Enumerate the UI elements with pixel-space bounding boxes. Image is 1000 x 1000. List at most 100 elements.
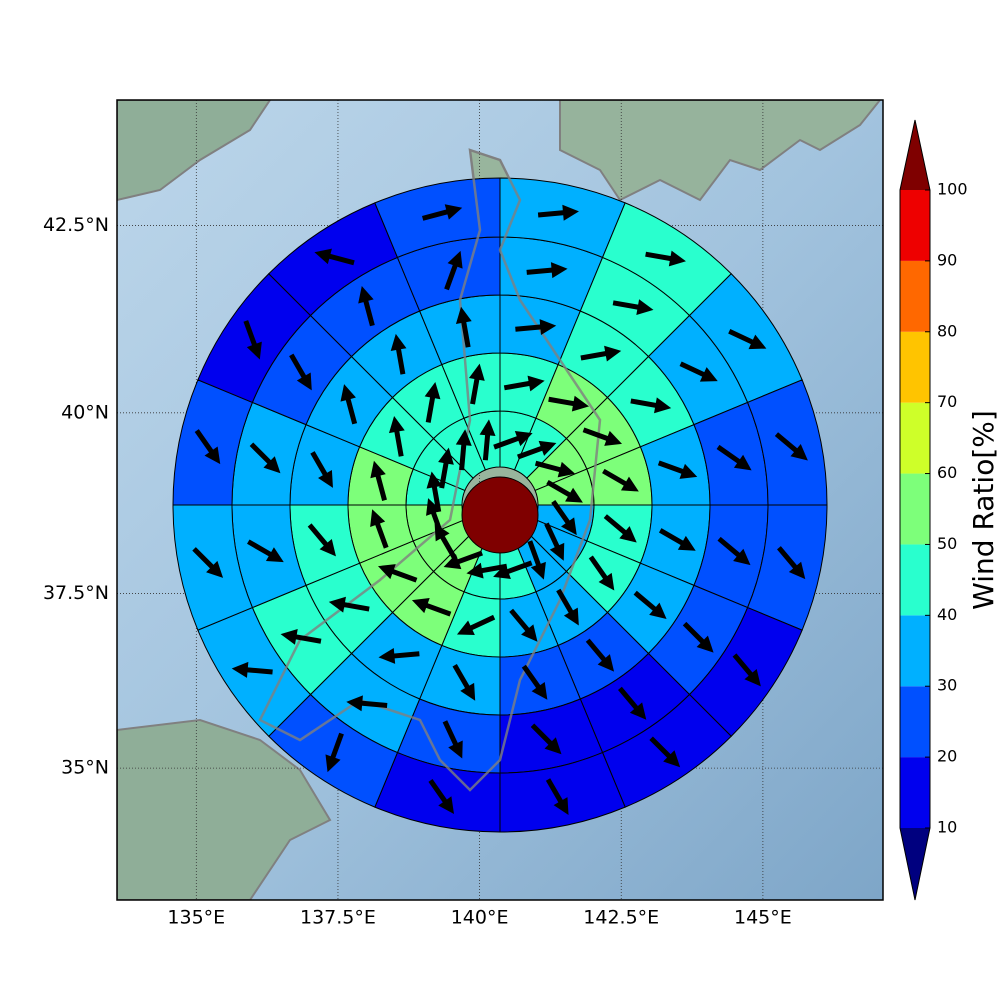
wind-arrow (618, 686, 647, 720)
wind-arrow (645, 250, 686, 267)
wind-arrow (774, 432, 808, 461)
colorbar-tick-label: 40 (937, 605, 957, 624)
wind-arrow (545, 778, 569, 815)
wind-arrow (247, 539, 284, 563)
x-tick-label: 140°E (451, 907, 509, 929)
wind-arrow (194, 429, 221, 465)
colorbar-segment (900, 544, 930, 616)
wind-arrow (307, 523, 336, 557)
wind-arrow (325, 732, 344, 773)
wind-arrow (534, 460, 576, 478)
colorbar-tick-label: 80 (937, 321, 957, 340)
wind-arrow (438, 447, 454, 489)
wind-arrow (390, 333, 407, 375)
wind-arrow (679, 361, 718, 382)
colorbar-under (900, 828, 930, 900)
wind-arrow (442, 720, 463, 759)
wind-arrow (411, 598, 452, 617)
colorbar-label: Wind Ratio[%] (967, 410, 1000, 610)
wind-arrow (503, 375, 545, 392)
wind-arrow (582, 427, 623, 446)
sector (374, 177, 501, 259)
wind-arrow (515, 319, 557, 336)
wind-arrow (717, 536, 751, 566)
wind-arrow (231, 661, 273, 678)
colorbar: 10 20 30 40 50 60 70 80 90 100 (899, 119, 968, 901)
land (117, 100, 272, 202)
colorbar-segment (900, 190, 930, 261)
wind-arrow (249, 442, 281, 474)
x-tick-label: 142.5°E (583, 907, 659, 929)
wind-arrow (388, 415, 405, 457)
wind-arrow (466, 562, 508, 579)
wind-arrow (370, 509, 389, 549)
wind-arrow (455, 306, 472, 348)
wind-arrow (556, 588, 579, 626)
wind-arrow (378, 647, 420, 664)
wind-arrow (346, 695, 388, 712)
wind-arrow (517, 440, 557, 460)
wind-arrow (544, 522, 565, 561)
wind-arrow (657, 460, 698, 479)
colorbar-tick-label: 90 (937, 250, 957, 269)
arrows (192, 204, 808, 815)
wind-arrow (426, 471, 443, 513)
colorbar-tick-label: 30 (937, 676, 957, 695)
wind-arrow (314, 248, 355, 266)
wind-arrow (243, 320, 262, 360)
wind-arrow (479, 419, 496, 461)
wind-arrow (537, 204, 579, 221)
y-tick-label: 42.5°N (43, 214, 109, 236)
wind-arrow (521, 664, 548, 700)
wind-arrow (443, 550, 483, 570)
wind-arrow (603, 514, 637, 543)
colorbar-tick-label: 100 (937, 180, 968, 199)
wind-arrow (551, 500, 577, 536)
coastline (258, 148, 602, 792)
colorbar-tick-label: 70 (937, 392, 957, 411)
ticks: 135°E 137.5°E 140°E 142.5°E 145°E 35°N 37.5°N 4… (43, 214, 792, 929)
y-tick-label: 40°N (61, 401, 109, 423)
wind-arrow (649, 736, 681, 768)
colorbar-tick-label: 10 (937, 818, 957, 837)
wind-arrow (527, 540, 546, 580)
x-tick-label: 135°E (167, 907, 225, 929)
wind-arrow (358, 285, 375, 327)
wind-arrow (585, 638, 615, 672)
wind-arrow (377, 564, 418, 583)
wind-arrow (777, 546, 806, 580)
wind-arrow (421, 204, 463, 221)
land (117, 718, 332, 900)
y-tick-label: 37.5°N (43, 582, 109, 604)
land (559, 100, 882, 202)
center-disc (461, 476, 539, 554)
wind-arrow (428, 778, 455, 814)
colorbar-segment (900, 402, 930, 474)
wind-arrow (682, 621, 714, 653)
colorbar-segment (900, 686, 930, 758)
wind-arrow (546, 479, 583, 503)
wind-arrow (456, 614, 496, 636)
wind-arrow (468, 363, 485, 405)
wind-arrow (612, 299, 654, 316)
wind-arrow (340, 384, 358, 425)
wind-arrow (728, 328, 767, 350)
wind-arrow (424, 382, 441, 423)
colorbar-segment (900, 331, 930, 403)
colorbar-segment (900, 757, 930, 828)
wind-arrow (493, 431, 533, 450)
colorbar-over (900, 120, 930, 190)
wind-arrow (530, 723, 562, 755)
wind-rose (172, 177, 828, 833)
colorbar-tick-label: 20 (937, 747, 957, 766)
wind-arrow (658, 528, 696, 551)
wind-arrow (310, 451, 333, 488)
wind-arrow (630, 397, 672, 414)
wind-arrow (328, 596, 370, 613)
wind-arrow (280, 629, 322, 645)
colorbar-segment (900, 615, 930, 687)
wind-arrow (455, 429, 472, 471)
wind-arrow (452, 663, 476, 701)
